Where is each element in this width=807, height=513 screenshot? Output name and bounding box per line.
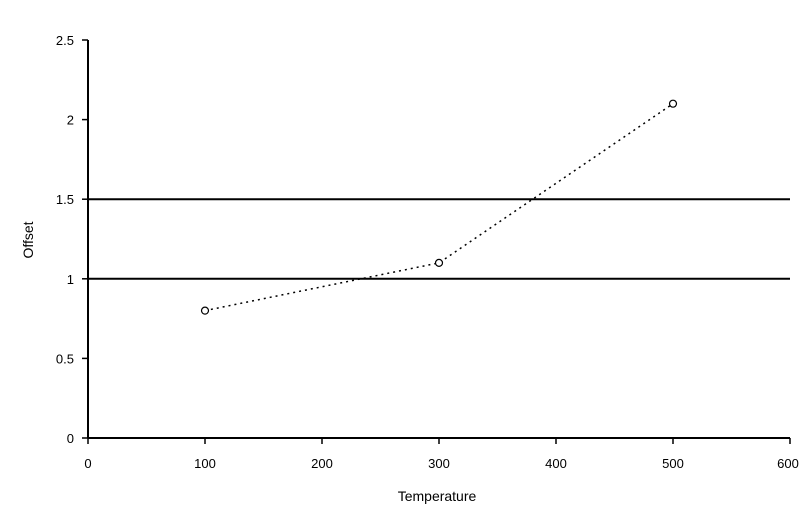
- x-tick-label: 300: [428, 456, 450, 471]
- y-axis-ticks: 0 0.5 1 1.5 2 2.5: [56, 33, 88, 446]
- data-point: [202, 307, 209, 314]
- y-tick-label: 1: [67, 272, 74, 287]
- data-point: [436, 259, 443, 266]
- x-tick-label: 600: [777, 456, 799, 471]
- x-tick-label: 200: [311, 456, 333, 471]
- x-tick-label: 500: [662, 456, 684, 471]
- y-tick-label: 0.5: [56, 351, 74, 366]
- y-tick-label: 0: [67, 431, 74, 446]
- y-tick-label: 1.5: [56, 192, 74, 207]
- x-tick-label: 100: [194, 456, 216, 471]
- y-tick-label: 2: [67, 113, 74, 128]
- x-axis-ticks: 0 100 200 300 400 500 600: [84, 438, 798, 471]
- x-tick-label: 400: [545, 456, 567, 471]
- y-axis-title: Offset: [20, 221, 36, 258]
- series-group: [202, 100, 677, 314]
- data-point: [670, 100, 677, 107]
- x-tick-label: 0: [84, 456, 91, 471]
- x-axis-title: Temperature: [398, 488, 477, 504]
- y-tick-label: 2.5: [56, 33, 74, 48]
